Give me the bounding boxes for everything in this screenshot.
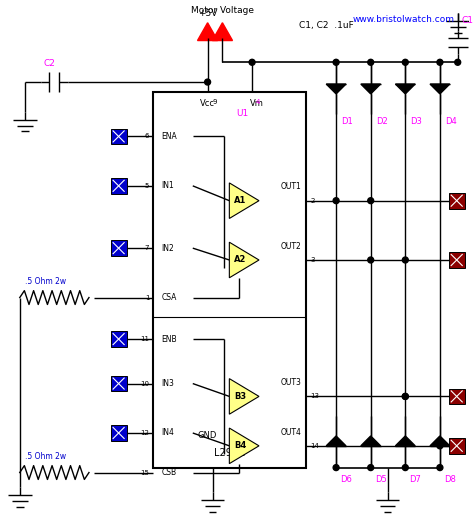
Polygon shape xyxy=(229,242,259,278)
Text: C2: C2 xyxy=(44,59,55,68)
Text: C1: C1 xyxy=(462,16,474,25)
Circle shape xyxy=(437,465,443,471)
Text: D1: D1 xyxy=(341,117,353,126)
Polygon shape xyxy=(430,436,450,446)
Text: 9: 9 xyxy=(212,99,217,105)
Text: 12: 12 xyxy=(140,430,149,436)
Text: L298N: L298N xyxy=(214,448,246,458)
Text: OUT2: OUT2 xyxy=(281,242,301,251)
Text: 6: 6 xyxy=(145,133,149,140)
Circle shape xyxy=(455,59,461,65)
Polygon shape xyxy=(361,436,381,446)
Text: D2: D2 xyxy=(376,117,387,126)
Text: IN3: IN3 xyxy=(161,379,174,388)
Polygon shape xyxy=(326,84,346,94)
Circle shape xyxy=(437,59,443,65)
Text: 7: 7 xyxy=(145,245,149,251)
Circle shape xyxy=(368,198,374,203)
Text: 4: 4 xyxy=(256,99,260,105)
Polygon shape xyxy=(326,436,346,446)
Text: CSA: CSA xyxy=(161,293,176,302)
Text: OUT1: OUT1 xyxy=(281,182,301,192)
Circle shape xyxy=(333,59,339,65)
Circle shape xyxy=(249,59,255,65)
Text: 1: 1 xyxy=(145,295,149,301)
Bar xyxy=(111,425,127,441)
Circle shape xyxy=(368,59,374,65)
Circle shape xyxy=(402,393,408,400)
Bar xyxy=(111,178,127,194)
Text: Motor Voltage: Motor Voltage xyxy=(191,6,254,15)
Text: GND: GND xyxy=(198,431,217,441)
Text: U1: U1 xyxy=(236,109,248,118)
Text: A2: A2 xyxy=(234,255,246,265)
Text: A1: A1 xyxy=(234,196,246,205)
Polygon shape xyxy=(395,84,415,94)
Text: ENA: ENA xyxy=(161,132,177,141)
Text: Vm: Vm xyxy=(250,99,264,108)
Bar xyxy=(111,376,127,391)
Text: OUT3: OUT3 xyxy=(281,378,301,387)
Text: ENB: ENB xyxy=(161,335,177,344)
Text: D7: D7 xyxy=(409,475,421,485)
Circle shape xyxy=(437,443,443,449)
Text: .5 Ohm 2w: .5 Ohm 2w xyxy=(25,452,66,461)
Bar xyxy=(111,240,127,256)
Text: IN1: IN1 xyxy=(161,181,174,190)
Text: 11: 11 xyxy=(140,336,149,342)
Text: IN2: IN2 xyxy=(161,243,174,253)
Circle shape xyxy=(368,257,374,263)
Polygon shape xyxy=(229,183,259,218)
Text: IN4: IN4 xyxy=(161,429,174,438)
Bar xyxy=(449,193,465,209)
Text: 3: 3 xyxy=(310,257,315,263)
Text: D8: D8 xyxy=(444,475,456,485)
Text: B4: B4 xyxy=(234,441,246,450)
Circle shape xyxy=(368,465,374,471)
Text: 2: 2 xyxy=(310,198,315,203)
Circle shape xyxy=(333,465,339,471)
Circle shape xyxy=(402,257,408,263)
Text: 14: 14 xyxy=(310,443,319,449)
Text: 15: 15 xyxy=(140,470,149,475)
Bar xyxy=(111,331,127,347)
Text: B3: B3 xyxy=(234,392,246,401)
Text: CSB: CSB xyxy=(161,468,176,477)
Circle shape xyxy=(333,198,339,203)
Text: 13: 13 xyxy=(310,393,319,400)
Bar xyxy=(153,92,307,468)
Circle shape xyxy=(402,393,408,400)
Bar xyxy=(449,252,465,268)
Polygon shape xyxy=(361,84,381,94)
Text: OUT4: OUT4 xyxy=(281,428,301,436)
Bar xyxy=(111,129,127,144)
Polygon shape xyxy=(430,84,450,94)
Polygon shape xyxy=(229,428,259,463)
Text: +5V: +5V xyxy=(198,9,217,18)
Text: D3: D3 xyxy=(410,117,422,126)
Polygon shape xyxy=(229,379,259,414)
Polygon shape xyxy=(395,436,415,446)
Circle shape xyxy=(402,465,408,471)
Text: D4: D4 xyxy=(445,117,456,126)
Text: Vcc: Vcc xyxy=(200,99,215,108)
Polygon shape xyxy=(198,23,218,40)
Text: 5: 5 xyxy=(145,183,149,189)
Circle shape xyxy=(402,59,408,65)
Text: D6: D6 xyxy=(340,475,352,485)
Bar xyxy=(449,389,465,404)
Text: www.bristolwatch.com: www.bristolwatch.com xyxy=(353,15,455,24)
Text: C1, C2  .1uF: C1, C2 .1uF xyxy=(299,21,354,30)
Polygon shape xyxy=(212,23,233,40)
Bar xyxy=(449,438,465,454)
Circle shape xyxy=(205,79,210,85)
Text: D5: D5 xyxy=(374,475,386,485)
Text: .5 Ohm 2w: .5 Ohm 2w xyxy=(25,277,66,285)
Text: 10: 10 xyxy=(140,380,149,387)
